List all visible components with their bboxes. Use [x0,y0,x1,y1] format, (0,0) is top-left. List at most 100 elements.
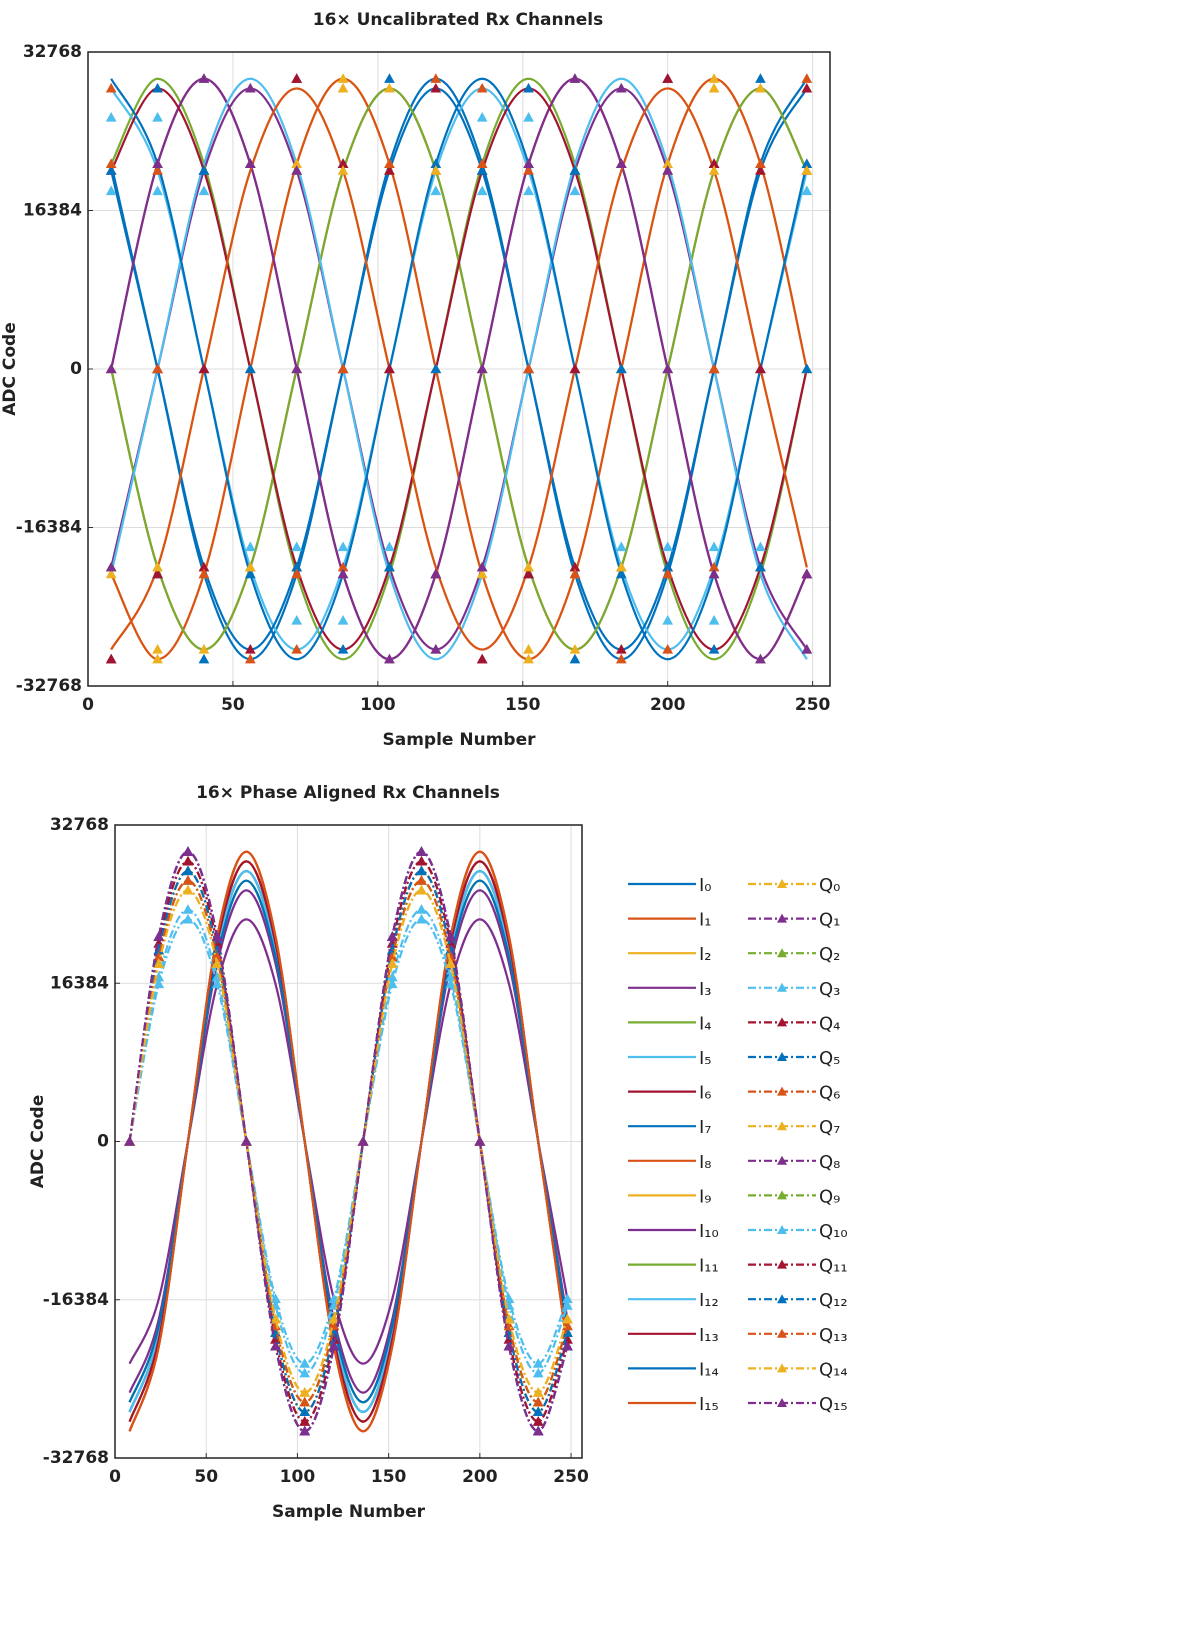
marker [430,82,442,93]
marker [105,165,117,175]
marker [416,913,427,924]
legend-label: Q₁₁ [819,1256,848,1277]
marker [386,931,398,941]
marker [244,653,256,664]
legend-label: Q₁₃ [819,1325,848,1346]
marker [152,561,163,572]
y-tick-label: -32768 [43,1448,109,1468]
marker [662,363,674,374]
marker [708,73,720,83]
legend-label: Q₁ [819,910,840,931]
legend-marker [777,879,787,888]
marker [662,644,674,654]
marker [801,363,813,374]
marker [152,185,163,196]
marker [337,644,349,654]
series-line [128,889,569,1394]
marker [755,541,766,552]
marker [523,111,534,122]
marker [270,1340,281,1351]
marker [708,568,720,579]
legend-marker [777,1363,787,1373]
marker [430,363,442,374]
marker [291,73,303,83]
marker [523,363,534,374]
marker [244,644,256,654]
marker [708,541,720,552]
x-tick-label: 0 [82,695,94,715]
marker [337,541,349,552]
marker [532,1367,544,1378]
marker [244,158,256,169]
marker [755,363,766,374]
marker [105,653,117,664]
marker [299,1425,311,1436]
series-line [110,77,808,661]
marker [523,653,534,664]
legend-marker [777,1398,787,1407]
marker [562,1320,573,1331]
series-line [110,87,808,651]
marker [182,913,194,924]
legend-label: I₀ [699,875,712,896]
legend-label: Q₃ [819,979,840,1000]
legend-label: Q₂ [819,944,840,965]
legend-label: Q₉ [819,1186,840,1207]
marker [384,363,395,374]
plot-frame [87,51,831,687]
marker [569,363,581,374]
marker [152,653,163,664]
marker [105,568,117,579]
marker [476,653,488,664]
y-tick-label: 16384 [50,973,109,993]
marker [416,904,427,914]
marker [198,363,210,374]
marker [662,541,674,552]
legend-label: I₁₅ [699,1394,719,1415]
marker [569,73,581,83]
marker [476,363,488,374]
legend-marker [777,1259,787,1269]
x-tick-label: 0 [109,1467,121,1487]
legend-marker [777,948,787,958]
marker [532,1406,544,1417]
series-line [110,87,808,651]
marker [291,363,303,374]
x-tick-label: 100 [280,1467,316,1487]
y-tick-label: -16384 [16,518,82,538]
marker [476,185,488,196]
marker [328,1340,340,1351]
marker [244,561,256,572]
marker [337,73,349,83]
marker [211,931,223,941]
marker [708,82,720,93]
marker [384,653,395,664]
legend-label: I₁ [699,910,712,931]
marker [182,865,194,876]
marker [430,644,442,654]
marker [244,82,256,93]
marker [532,1358,544,1368]
marker [152,82,163,93]
marker [474,1135,486,1146]
marker [416,855,427,866]
marker [384,82,395,93]
marker [523,644,534,654]
marker [476,82,488,93]
marker [291,644,303,654]
marker [386,958,398,968]
marker [569,165,581,175]
legend-label: I₁₄ [699,1359,719,1380]
marker [244,568,256,579]
marker [182,855,194,866]
marker [299,1387,311,1397]
x-axis-label: Sample Number [383,730,537,750]
marker [105,82,117,93]
legend-label: Q₁₂ [819,1290,848,1311]
y-tick-label: -16384 [43,1290,109,1310]
x-tick-label: 200 [462,1467,498,1487]
marker [755,73,766,83]
x-tick-label: 250 [795,695,831,715]
plot-area [124,846,573,1436]
